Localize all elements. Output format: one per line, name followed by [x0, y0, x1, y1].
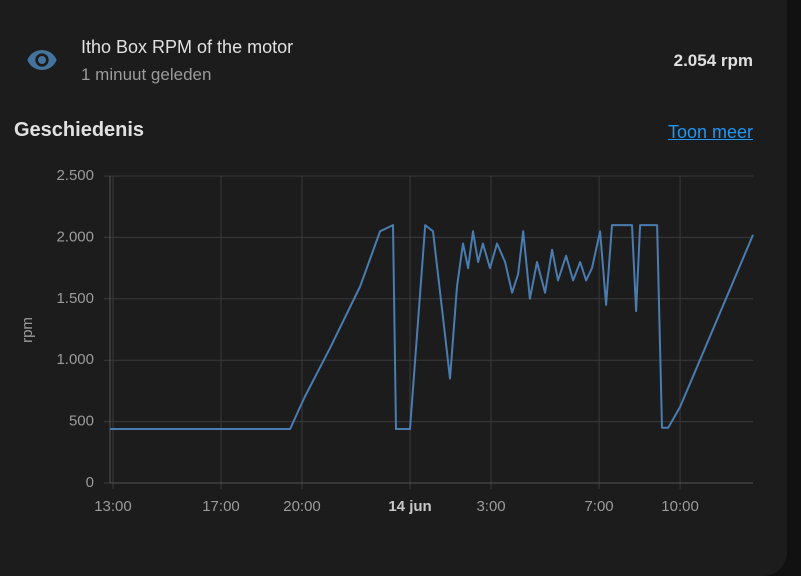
y-tick-label: 500 — [69, 413, 94, 430]
x-tick-label: 20:00 — [283, 498, 321, 515]
history-title: Geschiedenis — [14, 119, 145, 141]
y-tick-label: 2.000 — [56, 228, 94, 245]
x-tick-label: 14 jun — [388, 498, 431, 515]
y-tick-label: 1.500 — [56, 290, 94, 307]
x-tick-label: 3:00 — [476, 498, 505, 515]
last-changed: 1 minuut geleden — [81, 65, 212, 84]
entity-name: Itho Box RPM of the motor — [81, 37, 294, 57]
x-tick-label: 17:00 — [202, 498, 240, 515]
y-tick-label: 2.500 — [56, 167, 94, 184]
entity-icon — [27, 50, 57, 70]
series-line — [110, 224, 754, 430]
y-axis-label: rpm — [19, 317, 36, 343]
history-chart: rpm 0 500 1.000 1.500 2.000 2.500 13:00 17:00 20… — [19, 167, 754, 515]
x-tick-label: 7:00 — [584, 498, 613, 515]
y-tick-label: 1.000 — [56, 351, 94, 368]
x-tick-label: 10:00 — [661, 498, 699, 515]
y-tick-label: 0 — [86, 474, 94, 491]
entity-state: 2.054 rpm — [673, 51, 753, 70]
x-tick-label: 13:00 — [94, 498, 132, 515]
show-more-link[interactable]: Toon meer — [667, 122, 753, 142]
